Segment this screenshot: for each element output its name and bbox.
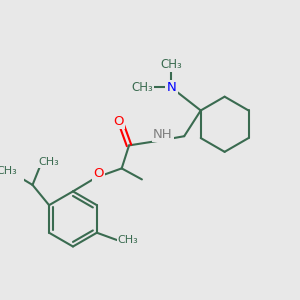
Text: NH: NH (153, 128, 173, 141)
Text: O: O (94, 167, 104, 180)
Text: CH₃: CH₃ (118, 235, 139, 245)
Text: CH₃: CH₃ (131, 81, 153, 94)
Text: CH₃: CH₃ (160, 58, 182, 71)
Text: CH₃: CH₃ (39, 157, 59, 167)
Text: N: N (167, 81, 176, 94)
Text: CH₃: CH₃ (0, 166, 17, 176)
Text: O: O (114, 115, 124, 128)
